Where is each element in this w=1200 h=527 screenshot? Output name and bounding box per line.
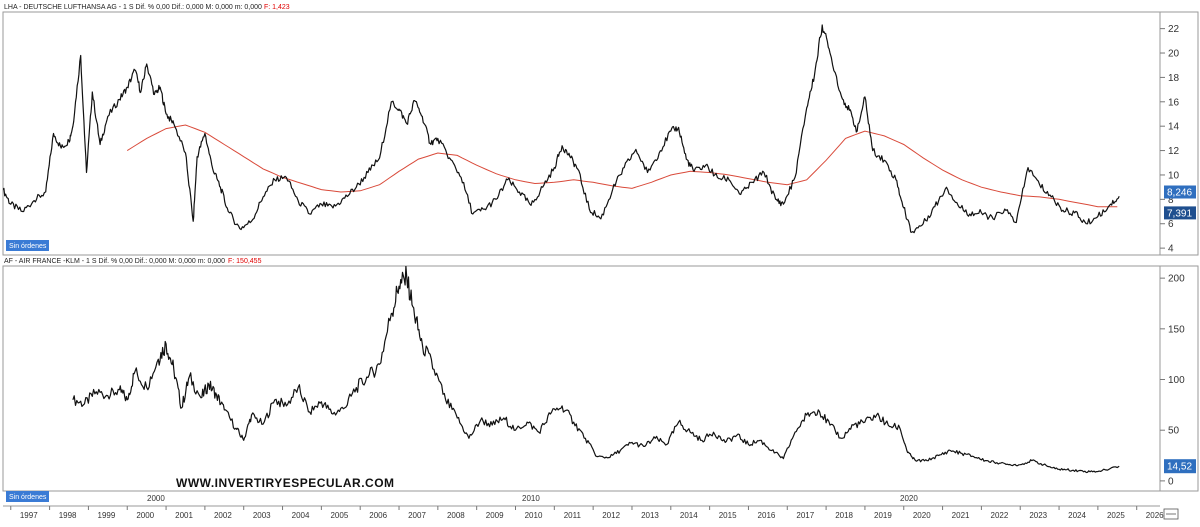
bottom-orders-badge-bg	[6, 491, 49, 502]
watermark: WWW.INVERTIRYESPECULAR.COM	[176, 476, 395, 490]
top-y-tick-label: 12	[1168, 146, 1180, 157]
bottom-orders-badge-label: Sin órdenes	[9, 494, 47, 501]
top-panel-f-value: F: 1,423	[264, 4, 290, 11]
bottom-panel-f-value: F: 150,455	[228, 258, 262, 265]
x-tick-label: 2016	[758, 511, 776, 520]
x-tick-label: 2015	[719, 511, 737, 520]
x-axis: 1997 1998 1999 2000 2001 2002 2003 2004 2005 2006…	[3, 505, 1164, 520]
x-tick-label: 2013	[641, 511, 659, 520]
top-orders-badge[interactable]: Sin órdenes	[6, 240, 49, 251]
top-y-tick-label: 14	[1168, 122, 1180, 133]
top-panel: LHA - DEUTSCHE LUFTHANSA AG - 1 S Dif. %…	[2, 4, 1199, 256]
x-tick-label: 2014	[680, 511, 698, 520]
top-y-tick-label: 16	[1168, 97, 1180, 108]
x-tick-label: 2008	[447, 511, 465, 520]
top-panel-header: LHA - DEUTSCHE LUFTHANSA AG - 1 S Dif. %…	[4, 4, 262, 11]
top-plot-frame	[2, 11, 1161, 256]
x-tick-label: 2022	[991, 511, 1009, 520]
bottom-y-tick-label: 100	[1168, 375, 1185, 386]
x-tick-label: 2024	[1068, 511, 1086, 520]
bottom-panel: AF - AIR FRANCE -KLM - 1 S Dif. % 0,00 D…	[2, 258, 1199, 503]
bottom-orders-badge[interactable]: Sin órdenes	[6, 491, 49, 502]
lha-price-line	[3, 24, 1120, 234]
top-last-price-tag	[1164, 185, 1196, 199]
bottom-plot-frame	[2, 265, 1161, 492]
lha-moving-average-line	[126, 124, 1118, 208]
top-y-tick-label: 8	[1168, 195, 1174, 206]
top-last-price-label: 8,246	[1167, 188, 1192, 199]
x-tick-label: 2006	[369, 511, 387, 520]
x-tick-label: 2026	[1146, 511, 1164, 520]
bottom-y-axis: 0 50 100 150 200	[1160, 274, 1185, 487]
x-tick-label: 2004	[292, 511, 310, 520]
x-tick-label: 1998	[59, 511, 77, 520]
top-ma-price-tag	[1164, 206, 1196, 220]
bottom-axis-frame	[1159, 265, 1199, 492]
bottom-y-tick-label: 0	[1168, 476, 1174, 487]
x-tick-label: 2011	[564, 511, 582, 520]
bottom-last-price-tag	[1164, 459, 1196, 474]
x-tick-label: 2010	[525, 511, 543, 520]
top-price-tags: 8,246 7,391	[1164, 185, 1196, 220]
x-tick-label: 2000	[136, 511, 154, 520]
x-tick-label: 2020	[913, 511, 931, 520]
bottom-y-tick-label: 50	[1168, 426, 1180, 437]
x-tick-label: 1999	[98, 511, 116, 520]
bottom-y-tick-label: 150	[1168, 324, 1185, 335]
x-tick-label: 2007	[408, 511, 426, 520]
x-tick-label: 2025	[1107, 511, 1125, 520]
x-tick-label: 2009	[486, 511, 504, 520]
top-ma-price-label: 7,391	[1167, 208, 1192, 219]
x-tick-label: 2012	[602, 511, 620, 520]
x-tick-label: 1997	[20, 511, 38, 520]
x-tick-label: 2001	[175, 511, 193, 520]
top-y-tick-label: 6	[1168, 219, 1174, 230]
top-y-tick-label: 22	[1168, 24, 1180, 35]
top-y-axis: 4 6 8 10 12 14 16 18 20 22	[1160, 24, 1180, 255]
bottom-panel-header: AF - AIR FRANCE -KLM - 1 S Dif. % 0,00 D…	[4, 258, 225, 265]
x-tick-label: 2021	[952, 511, 970, 520]
x-tick-label: 2018	[835, 511, 853, 520]
x-tick-label: 2005	[330, 511, 348, 520]
decade-label-2010: 2010	[522, 494, 540, 503]
decade-label-2000: 2000	[147, 494, 165, 503]
decade-label-2020: 2020	[900, 494, 918, 503]
top-orders-badge-bg	[6, 240, 49, 251]
corner-icon[interactable]	[1163, 508, 1179, 520]
bottom-price-tags: 14,52	[1164, 459, 1196, 474]
bottom-last-price-label: 14,52	[1167, 462, 1192, 473]
top-y-tick-label: 20	[1168, 49, 1180, 60]
corner-icon-box	[1163, 508, 1179, 520]
x-tick-label: 2017	[796, 511, 814, 520]
af-price-line	[72, 266, 1120, 474]
top-y-tick-label: 18	[1168, 73, 1180, 84]
x-axis-ticks: 1997 1998 1999 2000 2001 2002 2003 2004 2005 2006…	[10, 506, 1164, 520]
bottom-y-tick-label: 200	[1168, 274, 1185, 285]
top-orders-badge-label: Sin órdenes	[9, 243, 47, 250]
x-tick-label: 2019	[874, 511, 892, 520]
top-y-tick-label: 4	[1168, 244, 1174, 255]
x-tick-label: 2003	[253, 511, 271, 520]
x-tick-label: 2023	[1029, 511, 1047, 520]
top-y-tick-label: 10	[1168, 170, 1180, 181]
x-tick-label: 2002	[214, 511, 232, 520]
